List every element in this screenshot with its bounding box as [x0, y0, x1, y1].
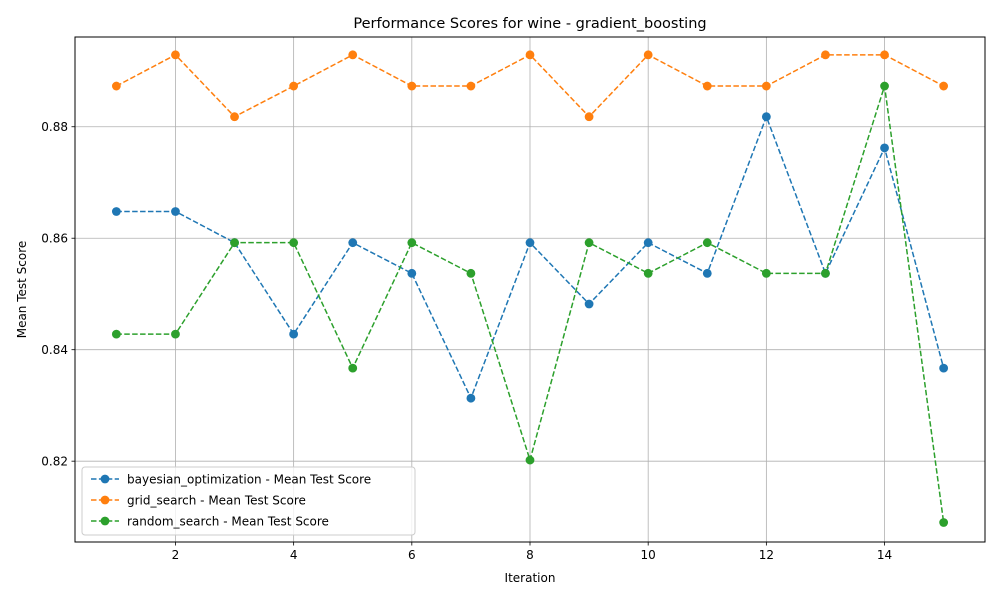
data-point [230, 238, 239, 248]
data-point [407, 268, 417, 278]
data-point [289, 81, 299, 91]
x-tick-label: 2 [172, 548, 180, 562]
data-point [466, 268, 476, 278]
data-point [702, 268, 712, 278]
data-point [584, 112, 594, 122]
data-point [880, 143, 889, 153]
data-point [761, 112, 771, 122]
data-point [466, 393, 476, 403]
x-tick-label: 8 [526, 548, 534, 562]
data-point [348, 50, 358, 60]
y-axis-title: Mean Test Score [15, 241, 29, 339]
data-point [821, 50, 830, 60]
legend-label: grid_search - Mean Test Score [127, 493, 306, 507]
x-tick-label: 10 [641, 548, 656, 562]
data-point [348, 363, 358, 373]
data-point [407, 81, 417, 91]
data-point [761, 81, 771, 91]
legend-item: grid_search - Mean Test Score [91, 493, 306, 507]
data-point [348, 238, 358, 248]
y-tick-label: 0.84 [41, 343, 68, 357]
x-tick-label: 4 [290, 548, 298, 562]
y-tick-label: 0.88 [41, 120, 68, 134]
chart-title: Performance Scores for wine - gradient_b… [353, 16, 706, 32]
x-tick-label: 12 [759, 548, 774, 562]
data-point [939, 363, 949, 373]
data-point [643, 268, 653, 278]
grid [75, 37, 985, 542]
data-point [702, 238, 712, 248]
series-3 [111, 81, 949, 527]
data-point [111, 81, 121, 91]
data-point [525, 238, 535, 248]
data-point [289, 238, 299, 248]
data-point [111, 207, 121, 216]
legend-frame [81, 466, 416, 536]
data-point [821, 268, 830, 278]
series-2 [111, 50, 949, 122]
data-point [111, 329, 121, 339]
legend: bayesian_optimization - Mean Test Score g… [81, 466, 416, 536]
data-point [230, 112, 239, 122]
data-point [702, 81, 712, 91]
data-point [407, 238, 417, 248]
data-point [584, 299, 594, 309]
data-point [643, 50, 653, 60]
data-point [466, 81, 476, 91]
data-point [880, 50, 889, 60]
x-axis-title: Iteration [505, 571, 556, 585]
legend-marker [100, 516, 110, 526]
legend-label: random_search - Mean Test Score [127, 514, 329, 528]
series-layer [111, 50, 949, 527]
legend-marker [100, 474, 110, 484]
legend-marker [100, 495, 110, 505]
data-point [171, 207, 180, 216]
legend-item: bayesian_optimization - Mean Test Score [91, 472, 371, 486]
legend-item: random_search - Mean Test Score [91, 514, 329, 528]
ticks: 2 4 6 8 10 12 14 0.82 0.84 0.86 0.88 [41, 120, 892, 562]
data-point [584, 238, 594, 248]
y-tick-label: 0.86 [41, 231, 68, 245]
data-point [761, 268, 771, 278]
x-tick-label: 14 [877, 548, 892, 562]
data-point [939, 81, 949, 91]
legend-label: bayesian_optimization - Mean Test Score [127, 472, 371, 486]
data-point [171, 50, 180, 60]
y-tick-label: 0.82 [41, 454, 68, 468]
x-tick-label: 6 [408, 548, 416, 562]
data-point [880, 81, 889, 91]
data-point [939, 518, 949, 527]
data-point [643, 238, 653, 248]
data-point [289, 329, 299, 339]
data-point [171, 329, 180, 339]
data-point [525, 455, 535, 465]
series-1 [111, 112, 949, 403]
data-point [525, 50, 535, 60]
